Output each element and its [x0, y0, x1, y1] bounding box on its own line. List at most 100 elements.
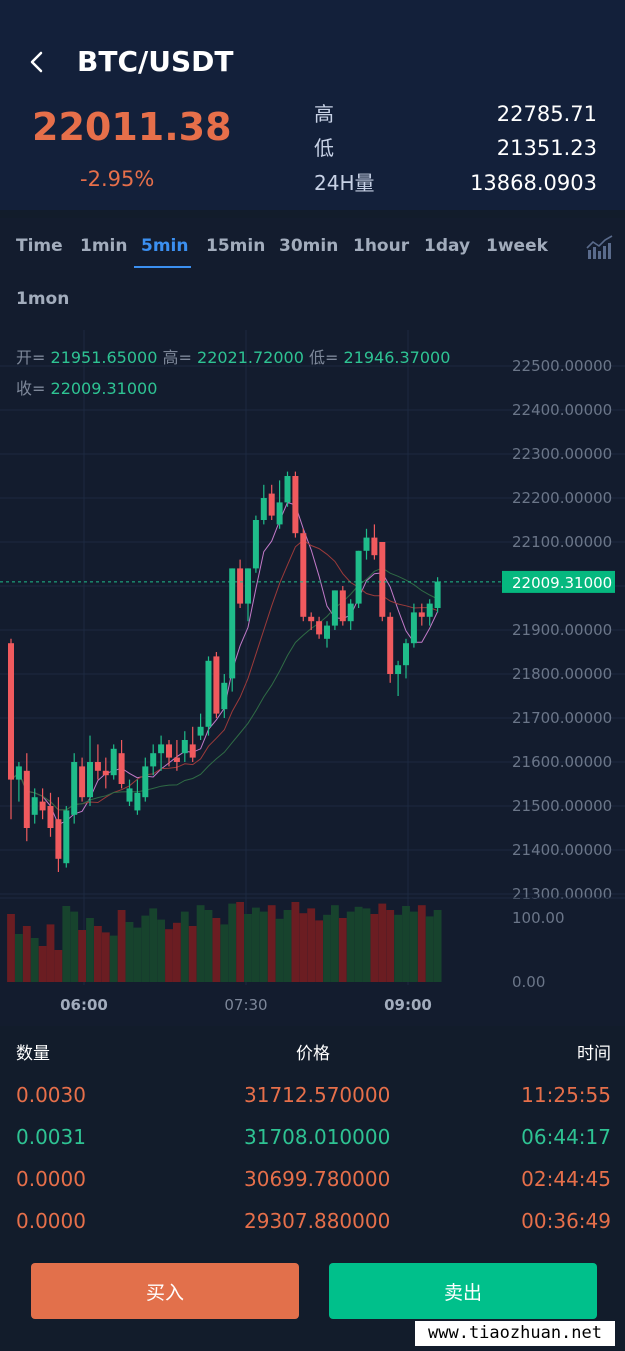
trade-time: 11:25:55	[521, 1083, 611, 1107]
tab-1hour[interactable]: 1hour	[353, 236, 410, 256]
candle	[316, 621, 323, 635]
candle	[403, 643, 409, 666]
trade-time: 00:36:49	[521, 1209, 611, 1233]
candle	[284, 476, 291, 503]
candle	[87, 762, 93, 798]
tab-1min[interactable]: 1min	[80, 236, 128, 256]
volume-bar	[378, 903, 387, 982]
volume-bar	[362, 908, 371, 982]
tab-1week[interactable]: 1week	[486, 236, 548, 256]
ohlc-line-2: 收= 22009.31000	[16, 378, 157, 400]
candle	[245, 568, 251, 604]
candle	[395, 665, 402, 674]
volume-bar	[204, 910, 213, 982]
volume-bar	[7, 914, 15, 982]
volume-bar	[433, 910, 442, 982]
ohlc-close: 22009.31000	[50, 379, 158, 398]
tab-1mon[interactable]: 1mon	[16, 289, 70, 309]
tab-5min[interactable]: 5min	[141, 236, 189, 256]
candle	[142, 766, 149, 798]
moving-average-line	[10, 567, 438, 811]
volume-bar	[236, 902, 244, 982]
ohlc-high: 22021.72000	[197, 348, 304, 367]
y-tick-label: 21800.00000	[512, 665, 612, 683]
header-qty: 数量	[16, 1044, 50, 1064]
candlestick-chart[interactable]: 22500.00000 22400.00000 22300.00000 22200.0…	[0, 0, 625, 1026]
current-price-badge	[502, 570, 615, 593]
trade-row: 0.0000 29307.880000 00:36:49	[0, 1208, 625, 1250]
x-tick-label: 07:30	[224, 996, 267, 1014]
back-button[interactable]	[24, 44, 52, 80]
sell-button[interactable]: 卖出	[329, 1263, 597, 1319]
pair-title: BTC/USDT	[77, 45, 234, 78]
volume-bar	[346, 911, 355, 982]
volume-bar	[394, 914, 402, 982]
volume-bar	[299, 913, 308, 982]
volume-bar	[180, 911, 189, 982]
indicator-toggle[interactable]	[586, 234, 614, 260]
candle	[410, 612, 417, 644]
candle	[260, 498, 267, 520]
tab-15min[interactable]: 15min	[206, 236, 266, 256]
trade-row: 0.0030 31712.570000 11:25:55	[0, 1082, 625, 1124]
volume-bar	[417, 905, 426, 982]
trade-price: 31708.010000	[244, 1125, 391, 1149]
trade-time: 06:44:17	[521, 1125, 611, 1149]
stat-label-high: 高	[314, 102, 334, 126]
candle	[63, 810, 70, 864]
volume-bar	[228, 903, 237, 982]
candle	[31, 797, 38, 815]
candle	[363, 537, 370, 551]
trade-time: 02:44:45	[521, 1167, 611, 1191]
volume-bar	[109, 935, 118, 982]
candle	[118, 753, 125, 784]
volume-bar	[315, 920, 323, 982]
candle	[213, 656, 220, 714]
y-tick-label: 22300.00000	[512, 445, 612, 463]
volume-bar	[62, 906, 71, 982]
volume-bar	[244, 914, 252, 982]
candle	[426, 603, 433, 617]
volume-bar	[196, 905, 205, 982]
candle	[23, 770, 30, 828]
y-tick-label: 22400.00000	[512, 401, 612, 419]
candle	[166, 744, 172, 758]
ohlc-low-label: 低=	[309, 348, 339, 367]
volume-bar	[15, 934, 23, 982]
volume-bar	[78, 930, 86, 982]
stat-label-low: 低	[314, 136, 334, 160]
volume-bar	[30, 938, 39, 982]
change-percent: -2.95%	[80, 167, 155, 191]
volume-bar	[94, 926, 102, 982]
volume-bar	[22, 926, 31, 982]
volume-bar	[149, 908, 158, 982]
tab-1day[interactable]: 1day	[424, 236, 471, 256]
trade-row: 0.0031 31708.010000 06:44:17	[0, 1124, 625, 1166]
candle	[110, 748, 117, 776]
tab-time[interactable]: Time	[16, 236, 63, 256]
candle	[158, 744, 165, 754]
chevron-left-icon	[30, 51, 43, 73]
tab-30min[interactable]: 30min	[279, 236, 339, 256]
volume-tick-label: 100.00	[512, 909, 565, 927]
candle	[347, 603, 354, 622]
y-tick-label: 21500.00000	[512, 797, 612, 815]
ohlc-low: 21946.37000	[343, 348, 451, 367]
volume-bar	[141, 915, 150, 982]
volume-bar	[46, 924, 55, 982]
candle	[150, 753, 157, 767]
candle	[8, 643, 14, 780]
buy-button[interactable]: 买入	[31, 1263, 299, 1319]
candle	[39, 801, 46, 811]
volume-bar	[86, 918, 94, 982]
candle	[324, 625, 330, 639]
volume-bar	[267, 905, 276, 982]
current-price-label: 22009.31000	[512, 574, 612, 592]
candle	[371, 537, 378, 556]
volume-bar	[125, 922, 134, 982]
candle	[331, 590, 338, 626]
volume-bar	[331, 905, 339, 982]
volume-bar	[165, 929, 173, 982]
candle	[102, 770, 109, 776]
volume-bar	[338, 918, 347, 982]
